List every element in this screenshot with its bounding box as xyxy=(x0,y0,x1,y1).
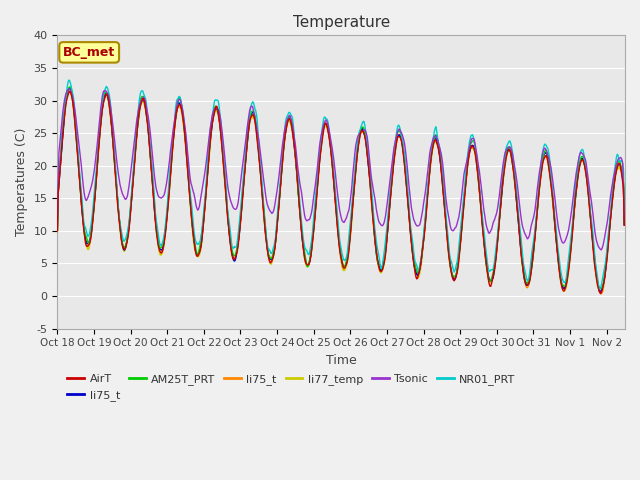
Text: BC_met: BC_met xyxy=(63,46,115,59)
Legend: AirT, li75_t, AM25T_PRT, li75_t, li77_temp, Tsonic, NR01_PRT: AirT, li75_t, AM25T_PRT, li75_t, li77_te… xyxy=(63,370,520,405)
Y-axis label: Temperatures (C): Temperatures (C) xyxy=(15,128,28,236)
X-axis label: Time: Time xyxy=(326,354,356,367)
Title: Temperature: Temperature xyxy=(292,15,390,30)
